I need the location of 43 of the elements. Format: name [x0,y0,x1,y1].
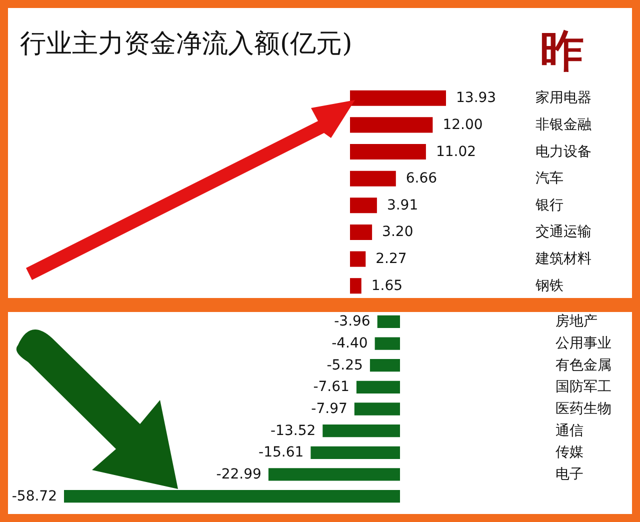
data-label: -22.99 [216,466,262,482]
y-tick-label: 房地产 [556,314,598,330]
data-label: 1.65 [371,278,403,294]
y-tick-label: 有色金属 [556,357,612,374]
y-tick-label: 汽车 [536,170,564,187]
data-label: -7.61 [313,379,350,396]
bar [350,90,446,106]
y-tick-label: 钢铁 [534,278,564,294]
data-label: 11.02 [436,144,476,160]
bar [350,198,377,214]
y-tick-label: 传媒 [556,444,584,461]
bar [350,144,426,160]
data-label: -13.52 [270,422,316,439]
y-tick-label: 国防军工 [556,379,612,396]
y-tick-label: 电力设备 [536,144,592,160]
y-tick-label: 公用事业 [556,336,612,352]
data-label: -58.72 [12,488,57,504]
data-label: 6.66 [406,170,438,187]
y-tick-label: 家用电器 [536,90,592,106]
text: 昨 [540,25,584,79]
bar [350,278,362,294]
bar [350,224,372,240]
data-label: -15.61 [258,444,304,461]
data-label: -4.40 [332,336,368,352]
y-tick-label: 电子 [556,466,584,482]
bar [350,117,433,133]
y-tick-label: 通信 [556,422,584,439]
data-label: 2.27 [376,251,407,268]
y-tick-label: 非银金融 [536,116,592,133]
data-label: 3.91 [386,197,418,214]
data-label: -5.25 [326,357,363,374]
y-tick-label: 医药生物 [556,401,612,417]
bar [350,251,366,267]
y-tick-label: 银行 [534,197,564,214]
data-label: -7.97 [311,401,348,417]
y-tick-label: 建筑材料 [534,251,592,268]
data-label: 13.93 [456,90,496,106]
chart-title: 行业主力资金净流入额(亿元) [20,29,352,59]
y-tick-label: 交通运输 [536,224,592,240]
bar [350,170,396,186]
data-label: -3.96 [334,314,370,330]
data-label: 12.00 [442,116,483,133]
data-label: 3.20 [382,224,414,240]
